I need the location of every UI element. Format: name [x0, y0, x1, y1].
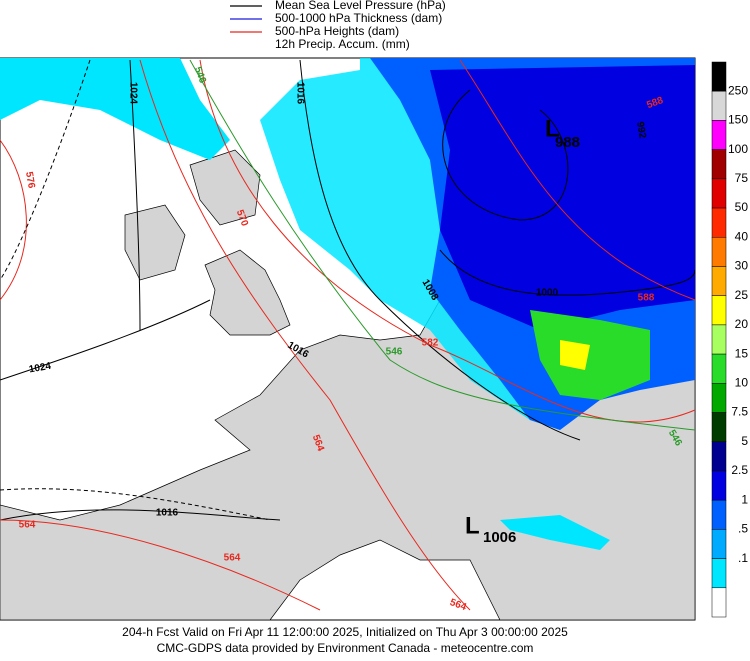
colorbar-segment [711, 558, 727, 589]
thickness-label: 546 [386, 347, 403, 358]
colorbar-label: 10 [735, 375, 749, 389]
colorbar-label: 100 [728, 142, 748, 156]
colorbar-label: 150 [728, 113, 748, 127]
colorbar-segment [711, 353, 727, 384]
legend-label: 12h Precip. Accum. (mm) [275, 37, 410, 51]
pressure-label: 1016 [294, 82, 305, 105]
colorbar-segment [711, 324, 727, 355]
pressure-label: 1024 [127, 82, 138, 105]
land-britain [204, 249, 291, 336]
colorbar-segment [711, 383, 727, 413]
colorbar-label: 30 [735, 259, 749, 273]
colorbar-label: 20 [735, 317, 749, 331]
land-scotland [189, 149, 261, 226]
colorbar: 250 150 100 75 50 40 30 25 20 15 10 7.5 5 2.5 1 .5 .1 [711, 61, 749, 618]
precip-yellow [560, 340, 590, 370]
colorbar-segment [711, 412, 727, 442]
low-value: 1006 [483, 529, 516, 546]
colorbar-segment [711, 207, 727, 238]
legend-label: Mean Sea Level Pressure (hPa) [275, 0, 446, 12]
colorbar-segment [711, 237, 727, 267]
legend-label: 500-hPa Heights (dam) [275, 24, 399, 38]
legend: Mean Sea Level Pressure (hPa)500-1000 hP… [230, 0, 446, 51]
colorbar-label: 1 [741, 492, 748, 506]
colorbar-segment [711, 149, 727, 180]
footer-line: CMC-GDPS data provided by Environment Ca… [157, 641, 534, 655]
pressure-label: 1000 [536, 288, 559, 299]
footer-line: 204-h Fcst Valid on Fri Apr 11 12:00:00 … [122, 625, 568, 639]
colorbar-label: 250 [728, 83, 748, 97]
pressure-label: 1024 [28, 361, 52, 376]
colorbar-segment [711, 529, 727, 559]
pressure-label: 992 [634, 121, 648, 140]
colorbar-segment [711, 499, 727, 530]
colorbar-segment [711, 470, 727, 501]
colorbar-segment [711, 120, 727, 150]
land-ireland [124, 204, 186, 281]
low-symbol: L [465, 512, 480, 539]
low-value: 988 [555, 134, 580, 151]
height-label: 564 [19, 520, 36, 531]
height-label: 588 [638, 293, 655, 304]
colorbar-label: 2.5 [731, 463, 748, 477]
colorbar-segment [711, 295, 727, 326]
pressure-label: 1016 [156, 508, 179, 519]
colorbar-segment [711, 587, 727, 618]
precip-green [530, 310, 650, 400]
colorbar-segment [711, 441, 727, 472]
height-label: 582 [422, 338, 439, 349]
colorbar-segment [711, 61, 727, 92]
colorbar-label: .1 [738, 551, 748, 565]
colorbar-label: 7.5 [731, 405, 748, 419]
height-label: 564 [224, 553, 241, 564]
precip-west [0, 58, 230, 160]
colorbar-label: .5 [738, 522, 748, 536]
map [0, 57, 696, 621]
colorbar-label: 15 [735, 346, 749, 360]
colorbar-label: 40 [735, 229, 749, 243]
height-label: 576 [23, 171, 37, 190]
low-symbol: L [545, 115, 560, 142]
colorbar-segment [711, 90, 727, 121]
colorbar-label: 75 [735, 171, 749, 185]
precip-south [500, 515, 610, 550]
precip-heavy [430, 65, 695, 330]
contours [0, 59, 696, 611]
colorbar-label: 50 [735, 200, 749, 214]
legend-label: 500-1000 hPa Thickness (dam) [275, 11, 442, 25]
colorbar-label: 25 [735, 288, 749, 302]
colorbar-segment [711, 266, 727, 296]
colorbar-label: 5 [741, 434, 748, 448]
colorbar-segment [711, 178, 727, 209]
